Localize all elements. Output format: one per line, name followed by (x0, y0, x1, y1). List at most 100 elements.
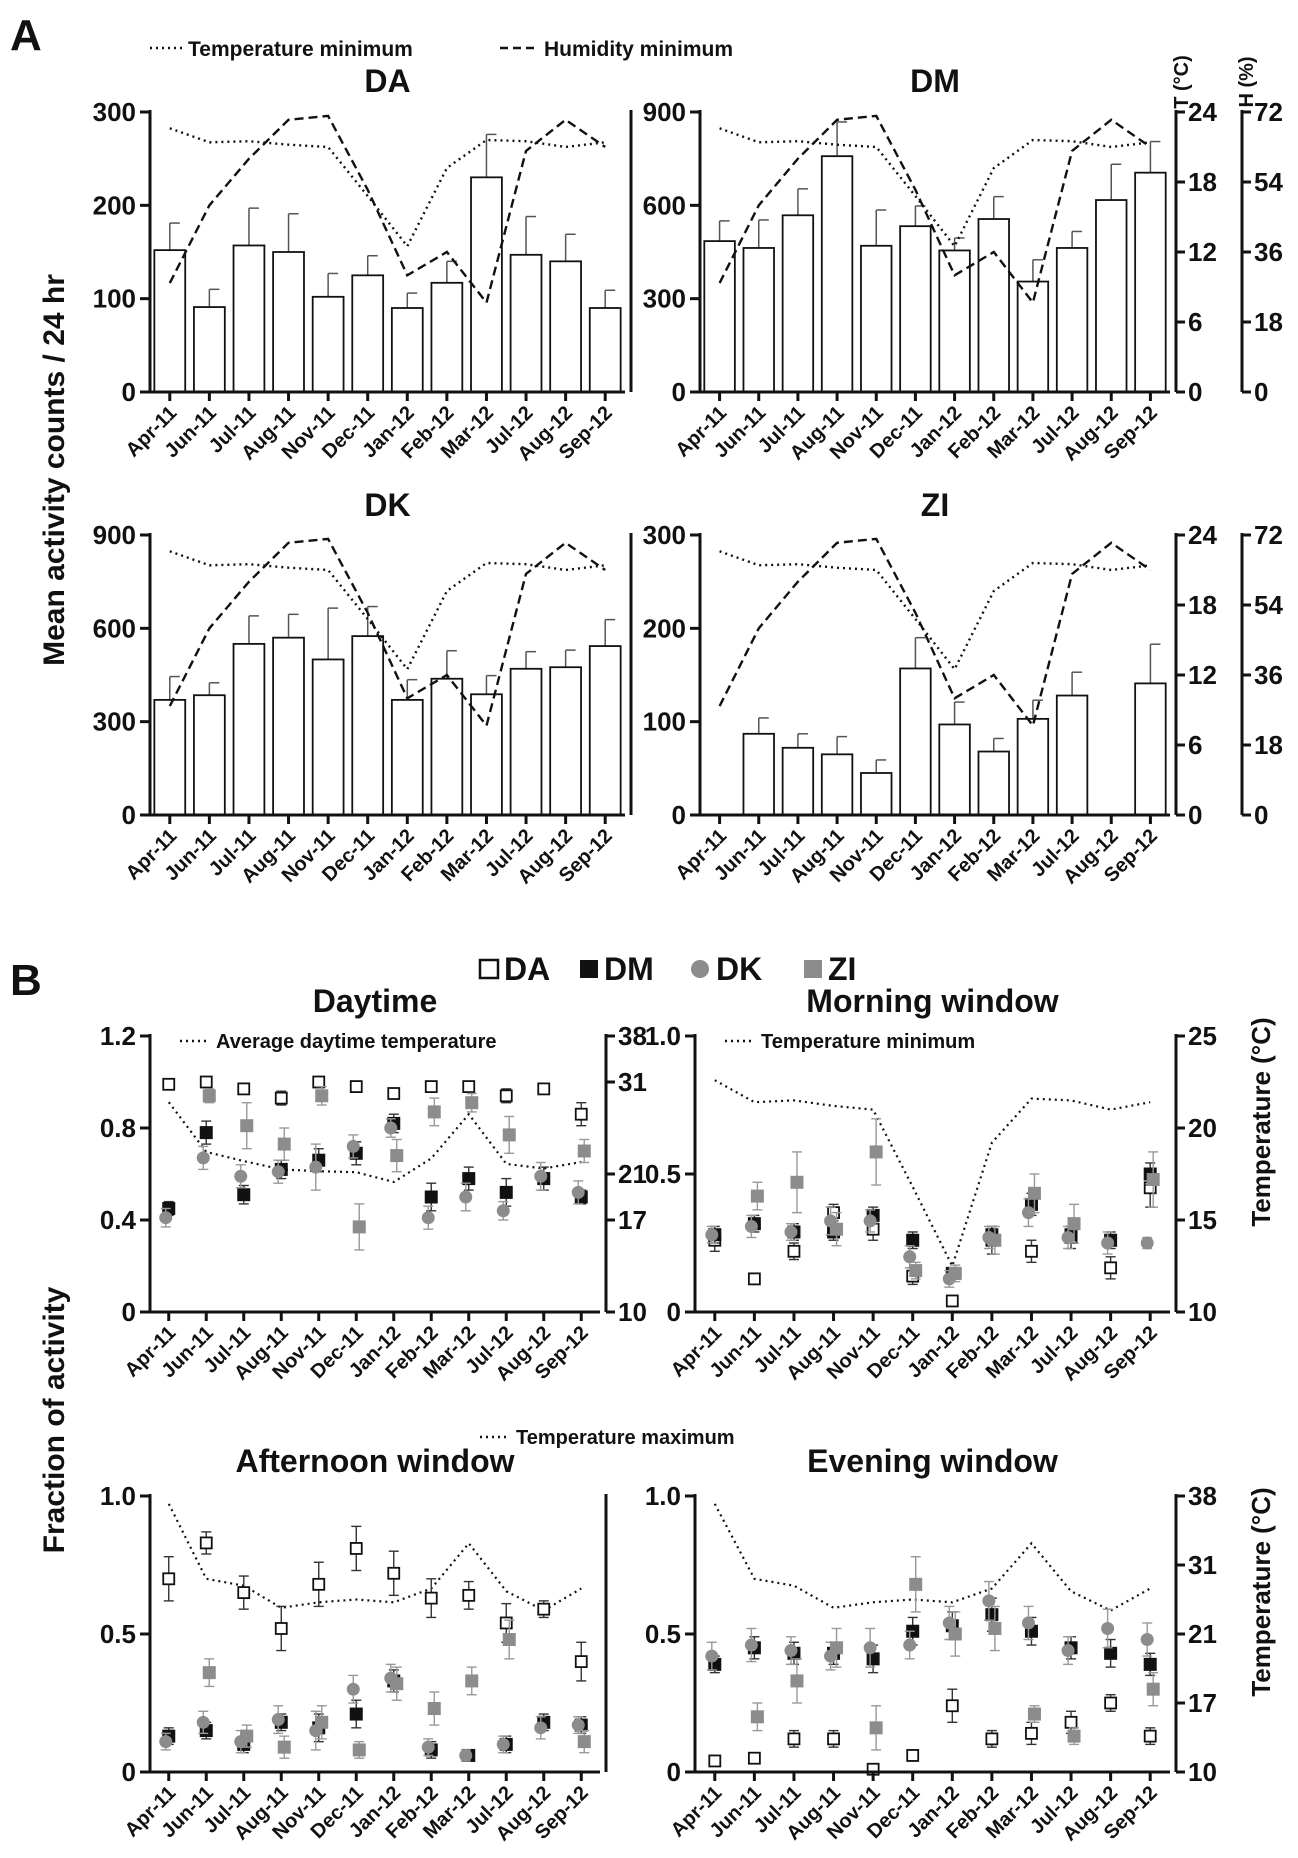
point-dk (459, 1190, 473, 1204)
point-da (708, 1754, 722, 1768)
point-da (424, 1591, 438, 1605)
legend-label: Average daytime temperature (216, 1031, 497, 1053)
bar (703, 240, 736, 393)
point-zi (577, 1144, 591, 1158)
point-da (387, 1087, 401, 1100)
bar (351, 635, 385, 816)
point-dk (1021, 1616, 1035, 1630)
bar (232, 244, 266, 393)
y-tick-label-right: 0 (1254, 800, 1268, 830)
panel-b-ylabel: Fraction of activity (38, 1286, 71, 1553)
bar (742, 247, 775, 393)
point-da (162, 1077, 176, 1091)
point-da (985, 1732, 999, 1746)
y-tick-label: 0 (672, 377, 686, 407)
humidity-line (718, 537, 1152, 729)
y-tick-label: 300 (93, 97, 136, 127)
bar (470, 693, 503, 816)
point-zi (315, 1089, 329, 1103)
point-zi (577, 1735, 591, 1749)
point-dk (705, 1228, 719, 1242)
point-dk (744, 1219, 758, 1233)
bar (193, 306, 226, 393)
temperature-line (719, 127, 1151, 249)
bar (272, 636, 305, 816)
point-dk (705, 1649, 719, 1663)
point-zi (390, 1677, 404, 1691)
point-zi (277, 1740, 291, 1754)
y-tick-label: 100 (643, 707, 686, 737)
point-dk (271, 1165, 285, 1179)
point-da (1025, 1244, 1038, 1258)
point-zi (988, 1621, 1002, 1635)
point-dm (985, 1608, 999, 1622)
bar (390, 307, 424, 393)
y-tick-label-right: 10 (618, 1297, 647, 1327)
bar (820, 155, 854, 393)
point-zi (465, 1674, 479, 1688)
point-da (574, 1655, 588, 1668)
y-tick-label: 0 (667, 1757, 681, 1787)
y-tick-label-right: 12 (1188, 237, 1217, 267)
point-zi (240, 1729, 254, 1743)
y-tick-label-right: 21 (1188, 1619, 1217, 1649)
point-da (274, 1091, 288, 1105)
y-tick-label: 0.5 (645, 1619, 681, 1649)
point-dk (196, 1151, 210, 1165)
point-da (827, 1732, 840, 1746)
temperature-line (167, 1101, 582, 1184)
point-da (499, 1616, 513, 1630)
y-tick-label: 900 (643, 97, 686, 127)
bar (509, 667, 543, 816)
point-dk (903, 1638, 917, 1652)
point-dk (982, 1594, 996, 1608)
point-dk (159, 1211, 173, 1225)
y-tick-label-right: 10 (1188, 1297, 1217, 1327)
point-dk (942, 1616, 956, 1630)
point-da (349, 1080, 363, 1093)
point-dk (1061, 1644, 1075, 1658)
bar-chart-zi: ZI0100200300Apr-11Jun-11Jul-11Aug-11Nov-… (643, 487, 1284, 888)
chart-title: Daytime (313, 983, 438, 1019)
y-tick-label: 200 (93, 190, 136, 220)
y-tick-label: 600 (93, 613, 136, 643)
a-right-axis-h-title: H (%) (1236, 56, 1258, 107)
point-dk (1061, 1230, 1075, 1244)
point-dk (784, 1644, 798, 1658)
point-da (945, 1699, 959, 1713)
y-tick-label: 200 (643, 613, 686, 643)
chart-title: Morning window (806, 983, 1059, 1019)
y-tick-label: 300 (643, 284, 686, 314)
chart-title: Afternoon window (235, 1443, 514, 1479)
point-dk (346, 1139, 360, 1153)
b-right-axis-title-top: Temperature (°C) (1246, 1017, 1276, 1226)
bar (1134, 682, 1167, 816)
bar (860, 772, 893, 816)
bar (1055, 247, 1089, 393)
bar-chart-dm: DM0300600900Apr-11Jun-11Jul-11Aug-11Nov-… (643, 63, 1284, 465)
point-dk (234, 1169, 248, 1183)
point-da (312, 1577, 326, 1591)
legend-label: Temperature maximum (516, 1427, 735, 1449)
point-da (312, 1075, 326, 1089)
y-tick-label: 600 (643, 190, 686, 220)
charts-layer: DA0100200300Apr-11Jun-11Jul-11Aug-11Nov-… (93, 63, 1284, 1845)
point-dk (571, 1185, 585, 1199)
legend-marker-dk (691, 960, 709, 978)
temperature-line (713, 1503, 1151, 1612)
bar (899, 225, 932, 393)
chart-title: DA (364, 63, 410, 99)
point-da (787, 1244, 801, 1258)
point-dk (384, 1121, 398, 1135)
point-da (274, 1622, 288, 1635)
y-tick-label: 1.0 (100, 1481, 136, 1511)
point-dk (496, 1737, 510, 1751)
bar (153, 698, 187, 816)
bar (232, 642, 266, 816)
legend-marker-da (478, 958, 500, 980)
point-dm (1143, 1657, 1157, 1671)
y-tick-label-right: 38 (618, 1021, 647, 1051)
chart-title: Evening window (807, 1443, 1058, 1479)
point-dm (199, 1126, 213, 1140)
y-tick-label: 0 (122, 1757, 136, 1787)
